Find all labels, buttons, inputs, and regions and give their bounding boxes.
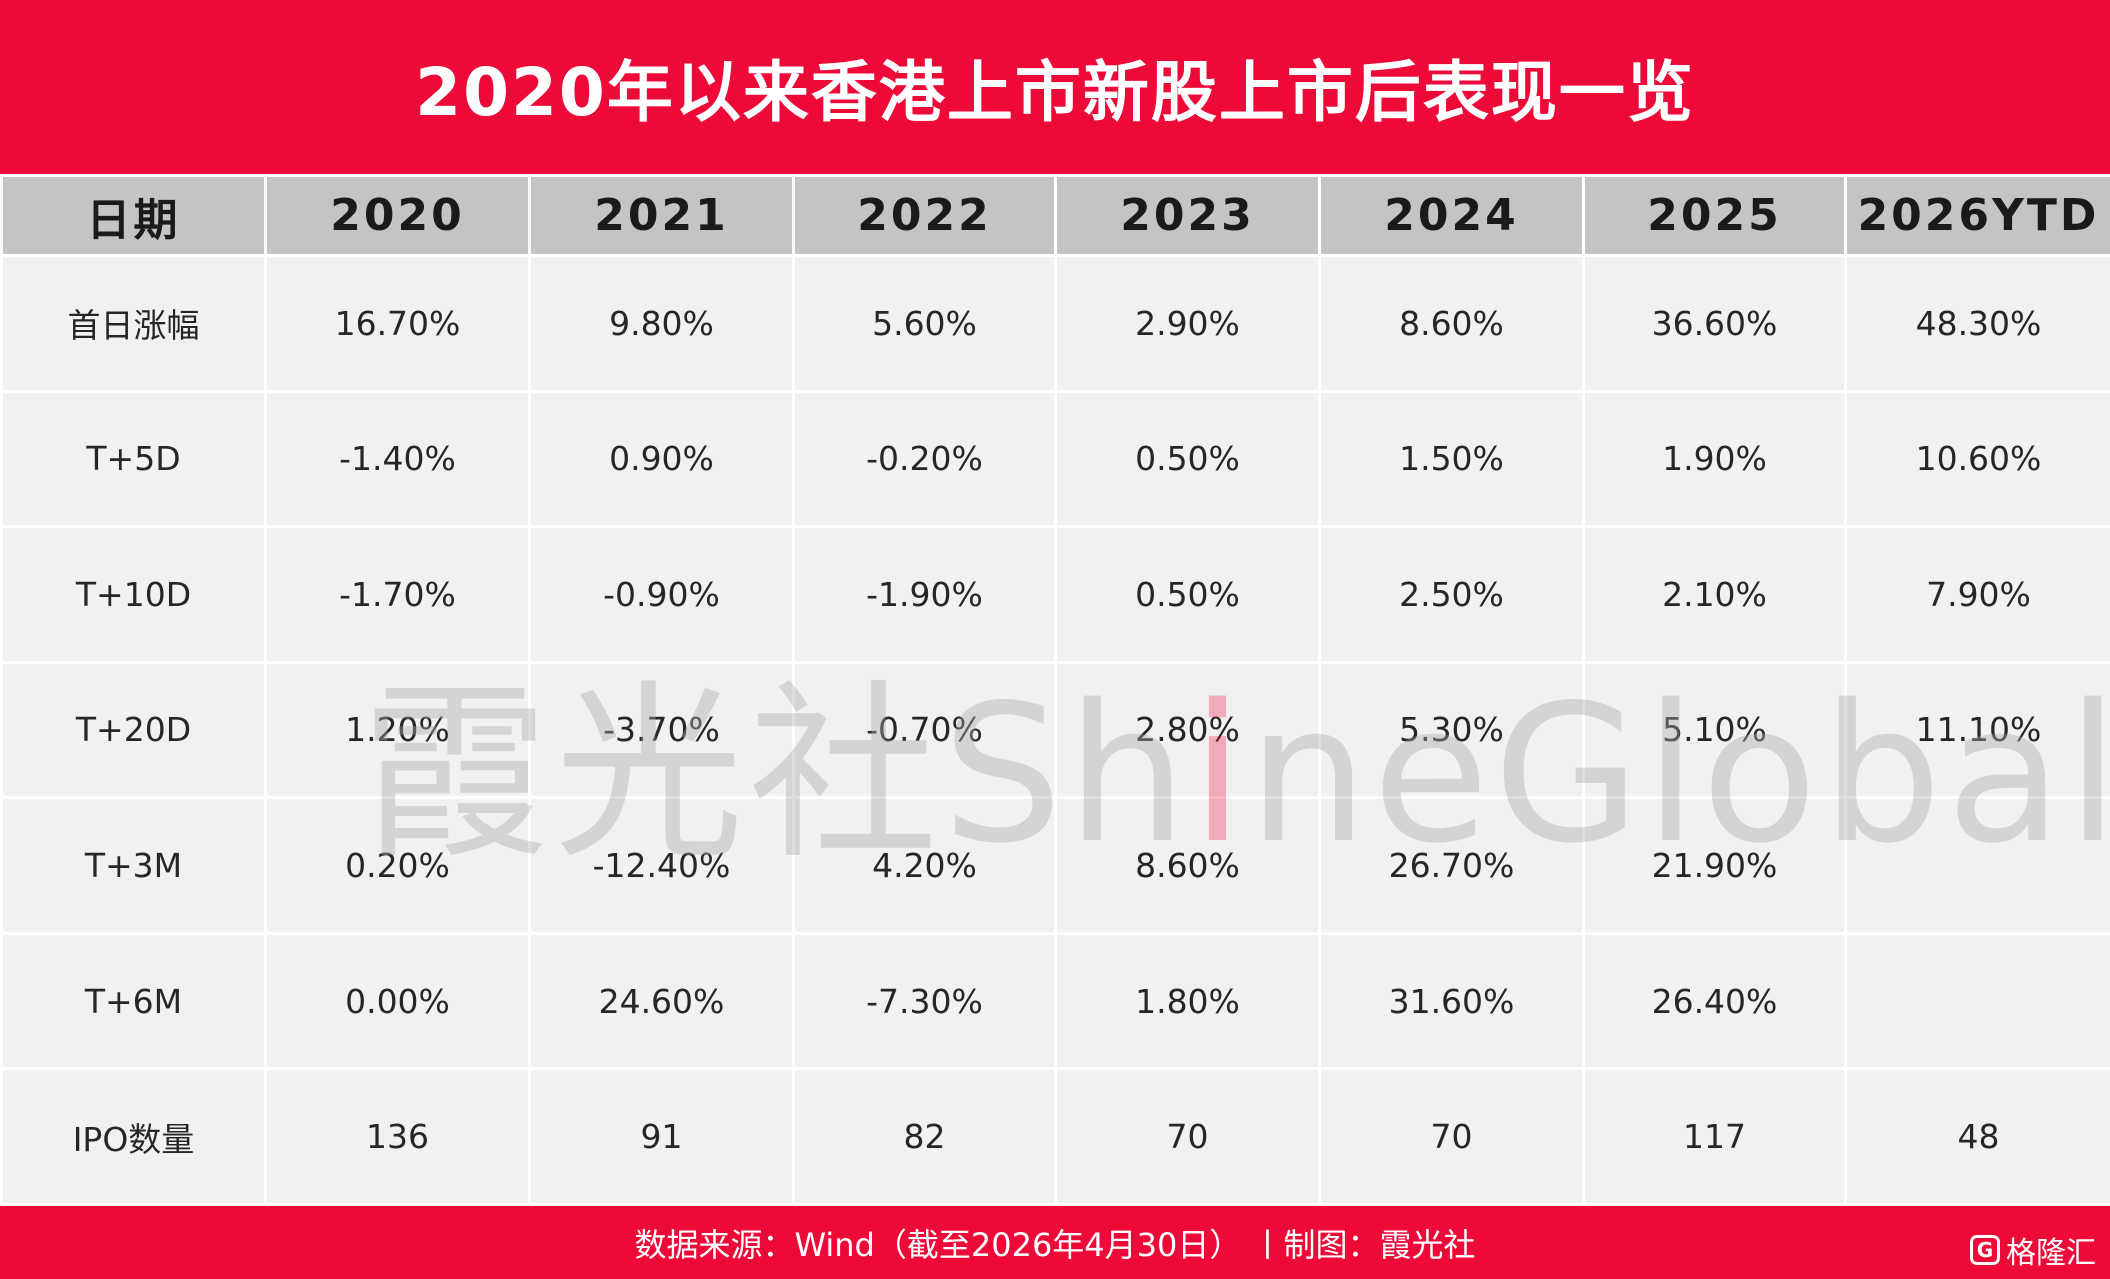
title-banner: 2020年以来香港上市新股上市后表现一览 (0, 0, 2110, 174)
publisher-logo: G 格隆汇 (1970, 1228, 2096, 1272)
column-header: 2021 (528, 174, 795, 257)
row-label: T+6M (0, 931, 267, 1071)
table-cell: 2.50% (1318, 525, 1585, 664)
table-cell: -0.20% (792, 389, 1057, 529)
column-header: 2024 (1318, 174, 1585, 257)
table-cell: 0.50% (1054, 525, 1321, 664)
row-label: T+3M (0, 796, 267, 935)
table-row: T+6M 0.00% 24.60% -7.30% 1.80% 31.60% 26… (0, 931, 2110, 1071)
column-header: 2020 (264, 174, 531, 257)
column-header: 2023 (1054, 174, 1321, 257)
data-source-note: 数据来源：Wind（截至2026年4月30日） 丨制图：霞光社 (634, 1225, 1476, 1264)
table-cell: -1.40% (264, 389, 531, 529)
column-header: 日期 (0, 174, 267, 257)
table-cell: 48 (1844, 1067, 2110, 1206)
table-cell: 91 (528, 1067, 795, 1206)
ipo-performance-table: 日期 2020 2021 2022 2023 2024 2025 2026YTD… (0, 174, 2110, 1206)
table-cell: -3.70% (528, 660, 795, 800)
column-header: 2025 (1582, 174, 1847, 257)
table-cell: 8.60% (1318, 254, 1585, 393)
page-title: 2020年以来香港上市新股上市后表现一览 (415, 54, 1695, 131)
table-cell: 10.60% (1844, 389, 2110, 529)
table-cell: 31.60% (1318, 931, 1585, 1071)
table-cell: 0.20% (264, 796, 531, 935)
table-row: 首日涨幅 16.70% 9.80% 5.60% 2.90% 8.60% 36.6… (0, 254, 2110, 393)
table-cell: 5.10% (1582, 660, 1847, 800)
table-row: T+10D -1.70% -0.90% -1.90% 0.50% 2.50% 2… (0, 525, 2110, 664)
table-cell: 1.50% (1318, 389, 1585, 529)
table-cell: 26.70% (1318, 796, 1585, 935)
table-row: T+20D 1.20% -3.70% -0.70% 2.80% 5.30% 5.… (0, 660, 2110, 800)
table-cell: 5.60% (792, 254, 1057, 393)
table-cell: -1.90% (792, 525, 1057, 664)
table-cell: -7.30% (792, 931, 1057, 1071)
row-label: T+10D (0, 525, 267, 664)
table-cell: 48.30% (1844, 254, 2110, 393)
table-header-row: 日期 2020 2021 2022 2023 2024 2025 2026YTD (0, 174, 2110, 257)
row-label: IPO数量 (0, 1067, 267, 1206)
table-cell: 21.90% (1582, 796, 1847, 935)
table-cell (1844, 796, 2110, 935)
table-cell: 9.80% (528, 254, 795, 393)
table-cell: 2.10% (1582, 525, 1847, 664)
table-cell: 2.90% (1054, 254, 1321, 393)
table-row: IPO数量 136 91 82 70 70 117 48 (0, 1067, 2110, 1206)
table-row: T+3M 0.20% -12.40% 4.20% 8.60% 26.70% 21… (0, 796, 2110, 935)
row-label: T+20D (0, 660, 267, 800)
table-cell: 16.70% (264, 254, 531, 393)
table-cell: 2.80% (1054, 660, 1321, 800)
table-cell: 7.90% (1844, 525, 2110, 664)
table-cell: 24.60% (528, 931, 795, 1071)
table-cell: -12.40% (528, 796, 795, 935)
table-cell: -0.90% (528, 525, 795, 664)
table-cell: -0.70% (792, 660, 1057, 800)
logo-icon: G (1970, 1235, 2000, 1265)
row-label: T+5D (0, 389, 267, 529)
table-cell: 136 (264, 1067, 531, 1206)
table-cell: 1.20% (264, 660, 531, 800)
row-label: 首日涨幅 (0, 254, 267, 393)
table-cell: 1.90% (1582, 389, 1847, 529)
table-cell: 11.10% (1844, 660, 2110, 800)
table-cell: 117 (1582, 1067, 1847, 1206)
table-cell: 0.90% (528, 389, 795, 529)
table-cell: 5.30% (1318, 660, 1585, 800)
table-cell: 26.40% (1582, 931, 1847, 1071)
footer-banner: 数据来源：Wind（截至2026年4月30日） 丨制图：霞光社 (0, 1206, 2110, 1279)
table-cell: 4.20% (792, 796, 1057, 935)
table-cell: 0.00% (264, 931, 531, 1071)
table-row: T+5D -1.40% 0.90% -0.20% 0.50% 1.50% 1.9… (0, 389, 2110, 529)
table-cell: 82 (792, 1067, 1057, 1206)
table-cell: 8.60% (1054, 796, 1321, 935)
column-header: 2026YTD (1844, 174, 2110, 257)
table-cell: 70 (1054, 1067, 1321, 1206)
table-cell: 70 (1318, 1067, 1585, 1206)
table-cell (1844, 931, 2110, 1071)
column-header: 2022 (792, 174, 1057, 257)
table-cell: 36.60% (1582, 254, 1847, 393)
logo-text: 格隆汇 (2006, 1236, 2096, 1271)
table-cell: 1.80% (1054, 931, 1321, 1071)
performance-table-container: 日期 2020 2021 2022 2023 2024 2025 2026YTD… (0, 174, 2110, 1206)
table-cell: -1.70% (264, 525, 531, 664)
table-cell: 0.50% (1054, 389, 1321, 529)
